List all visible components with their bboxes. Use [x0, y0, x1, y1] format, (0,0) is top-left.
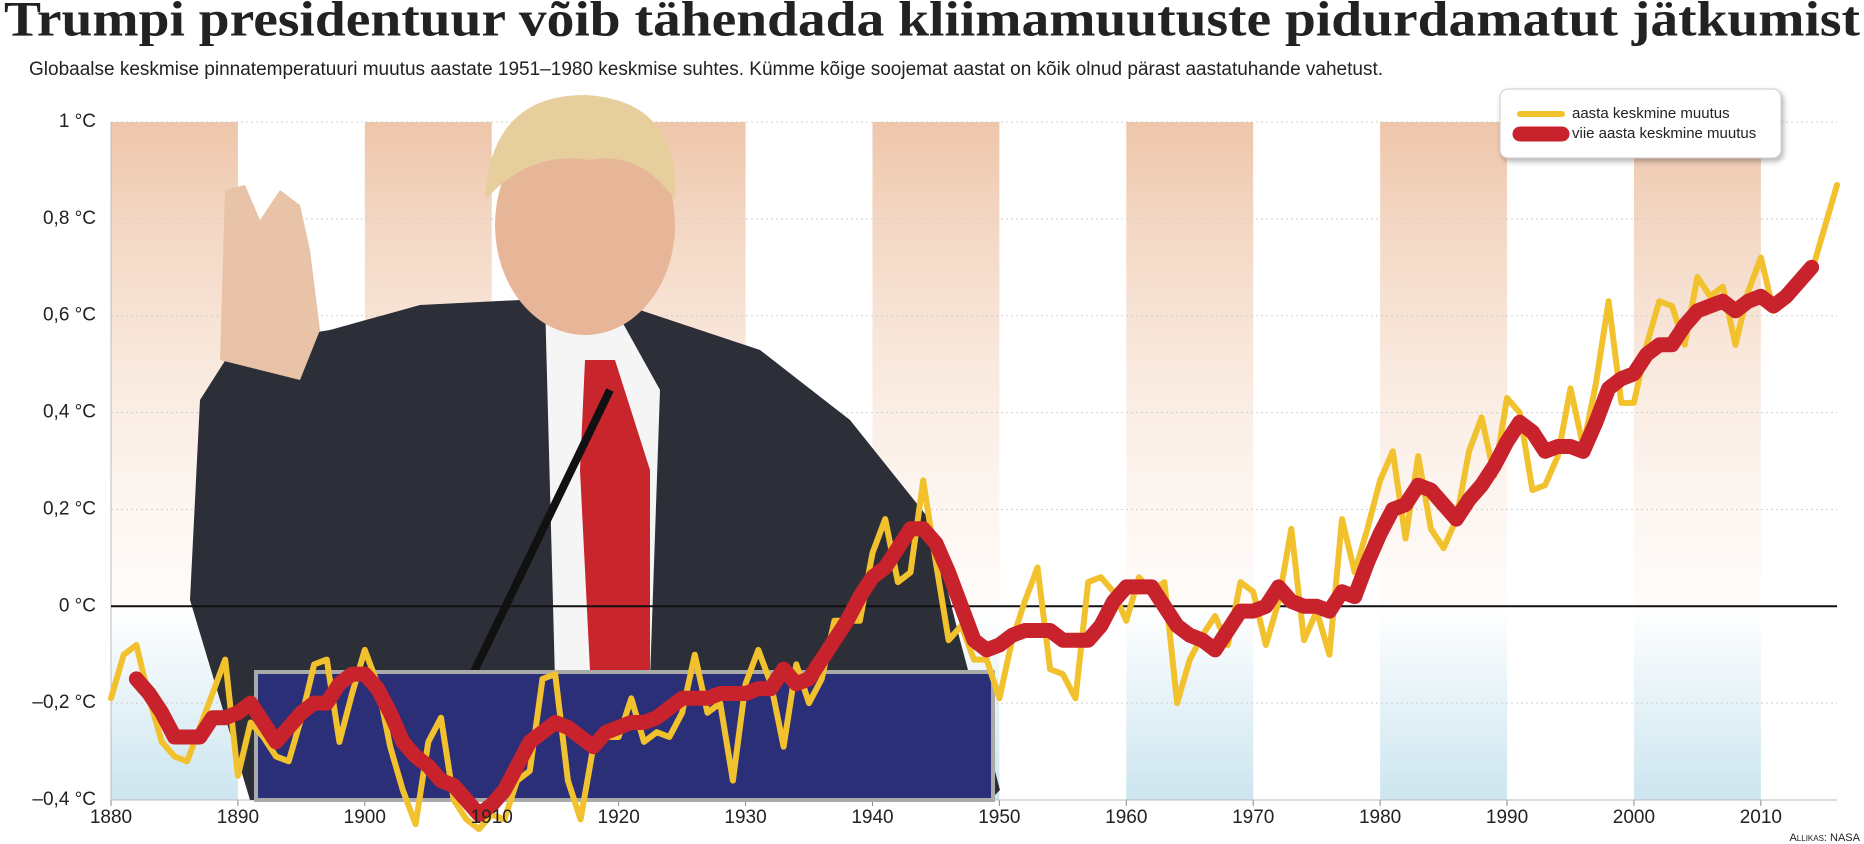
y-tick-label: 0,4 °C	[43, 402, 96, 423]
series-line	[128, 259, 1820, 822]
hand	[220, 185, 320, 380]
x-tick-label: 1920	[598, 807, 640, 828]
podium	[254, 670, 995, 802]
legend: aasta keskmine muutus viie aasta keskmine…	[1499, 88, 1782, 159]
microphone	[466, 388, 614, 682]
legend-box	[1499, 88, 1782, 159]
tie	[580, 360, 650, 670]
x-tick-label: 1980	[1359, 807, 1401, 828]
x-tick-label: 1970	[1232, 807, 1274, 828]
x-tick-label: 1890	[217, 807, 259, 828]
y-tick-label: 1 °C	[59, 111, 96, 132]
y-tick-label: –0,2 °C	[32, 692, 96, 713]
band-warm	[1633, 122, 1761, 607]
face	[495, 115, 675, 335]
x-tick-label: 2010	[1740, 807, 1782, 828]
y-tick-label: 0,8 °C	[43, 208, 96, 229]
x-tick-label: 1880	[90, 807, 132, 828]
x-tick-label: 1910	[471, 807, 513, 828]
y-tick-label: 0 °C	[59, 595, 96, 616]
hair	[485, 95, 676, 200]
band-warm	[1380, 122, 1508, 607]
x-tick-label: 2000	[1613, 807, 1655, 828]
y-tick-label: 0,2 °C	[43, 498, 96, 519]
chart-title: Trumpi presidentuur võib tähendada kliim…	[4, 0, 1860, 46]
x-tick-label: 1950	[978, 807, 1020, 828]
legend-label: aasta keskmine muutus	[1572, 105, 1730, 122]
series-line	[108, 182, 1840, 833]
x-tick-label: 1930	[724, 807, 766, 828]
legend-label: viie aasta keskmine muutus	[1572, 125, 1756, 142]
plot	[108, 182, 1840, 833]
x-tick-label: 1940	[851, 807, 893, 828]
x-tick-label: 1960	[1105, 807, 1147, 828]
x-tick-label: 1990	[1486, 807, 1528, 828]
band-warm	[1126, 122, 1254, 607]
chart-subtitle: Globaalse keskmise pinnatemperatuuri muu…	[29, 59, 1383, 80]
source: Allikas: NASA	[1789, 832, 1860, 844]
y-tick-label: –0,4 °C	[32, 789, 96, 810]
y-tick-label: 0,6 °C	[43, 305, 96, 326]
x-tick-label: 1900	[344, 807, 386, 828]
